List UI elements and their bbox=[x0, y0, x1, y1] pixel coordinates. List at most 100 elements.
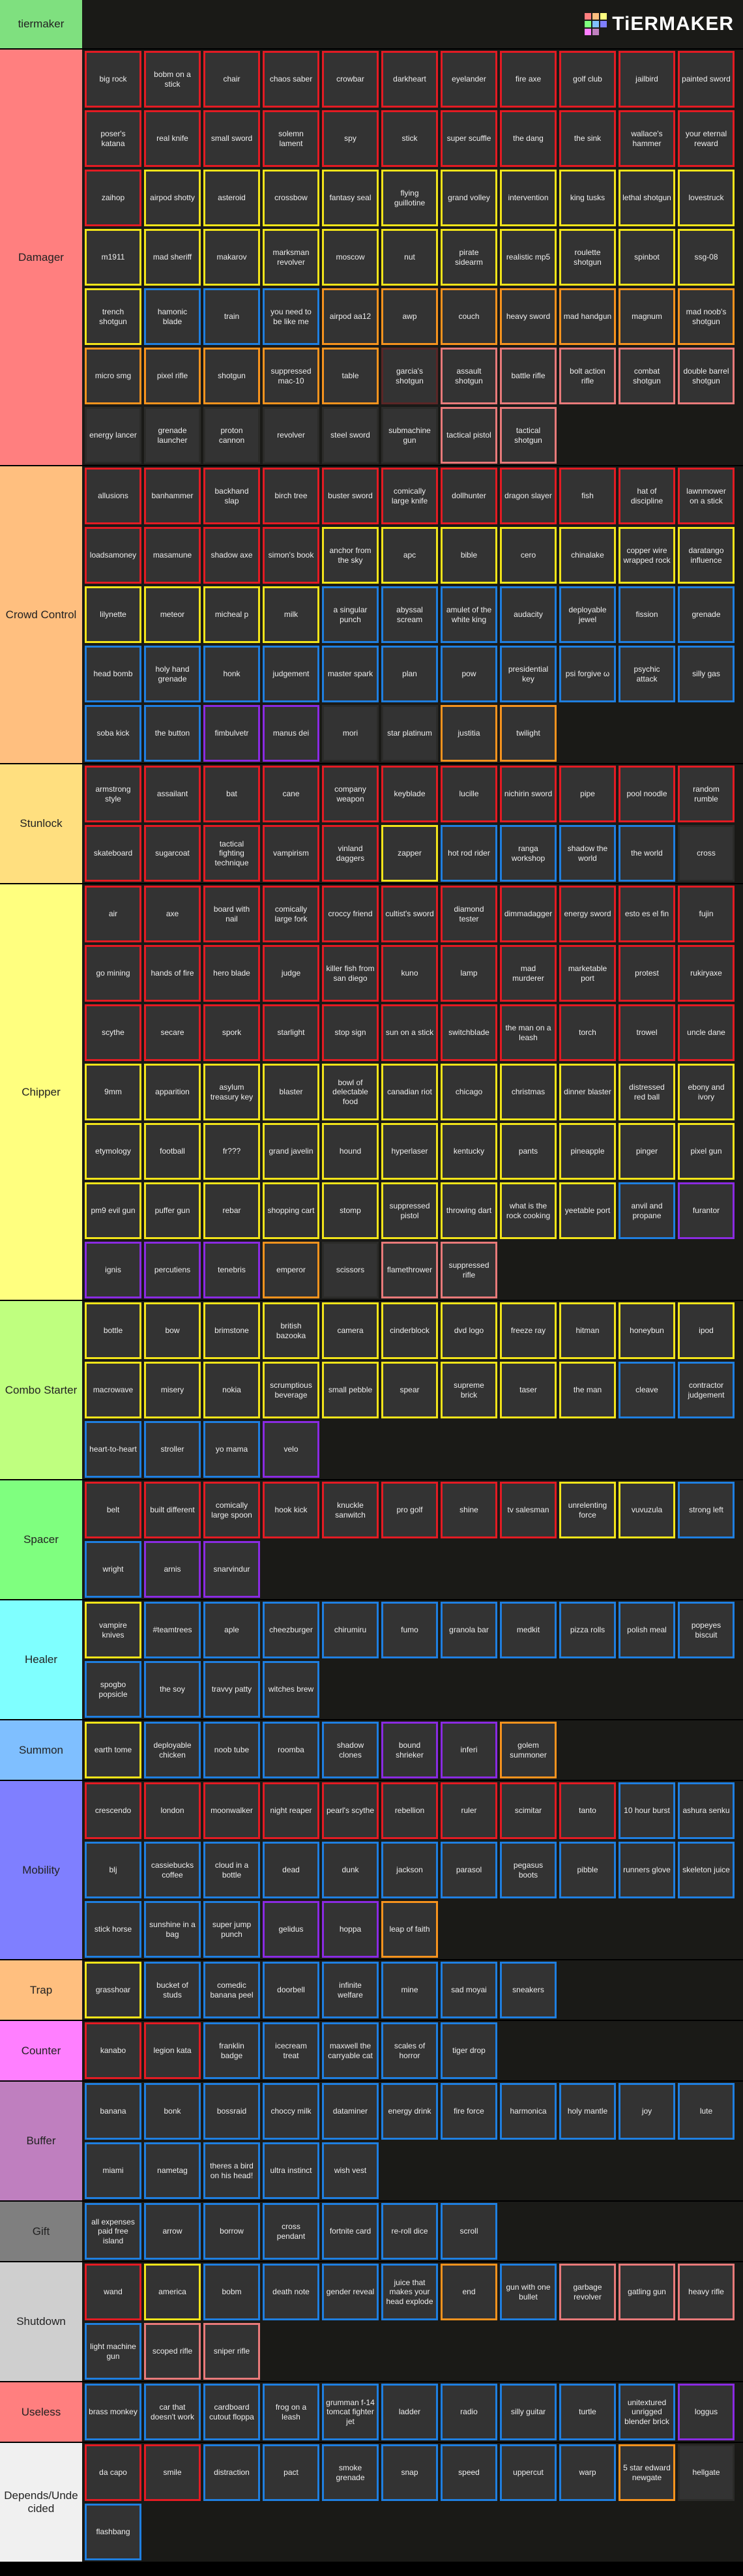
item-tile[interactable]: pm9 evil gun bbox=[85, 1182, 141, 1239]
item-tile[interactable]: 9mm bbox=[85, 1064, 141, 1120]
item-tile[interactable]: a singular punch bbox=[322, 586, 379, 643]
item-tile[interactable]: 5 star edward newgate bbox=[619, 2444, 675, 2501]
item-tile[interactable]: taser bbox=[500, 1362, 557, 1418]
item-tile[interactable]: blj bbox=[85, 1842, 141, 1898]
item-tile[interactable]: bible bbox=[441, 527, 497, 584]
item-tile[interactable]: holy mantle bbox=[559, 2083, 616, 2140]
item-tile[interactable]: magnum bbox=[619, 288, 675, 345]
item-tile[interactable]: pow bbox=[441, 646, 497, 702]
item-tile[interactable]: pegasus boots bbox=[500, 1842, 557, 1898]
item-tile[interactable]: #teamtrees bbox=[144, 1602, 201, 1658]
item-tile[interactable]: diamond tester bbox=[441, 886, 497, 942]
item-tile[interactable]: trowel bbox=[619, 1004, 675, 1061]
item-tile[interactable]: grand javelin bbox=[263, 1123, 319, 1180]
item-tile[interactable]: nichirin sword bbox=[500, 766, 557, 822]
item-tile[interactable]: cultist's sword bbox=[381, 886, 438, 942]
item-tile[interactable]: snap bbox=[381, 2444, 438, 2501]
item-tile[interactable]: bossraid bbox=[203, 2083, 260, 2140]
item-tile[interactable]: uncle dane bbox=[678, 1004, 735, 1061]
item-tile[interactable]: axe bbox=[144, 886, 201, 942]
item-tile[interactable]: tactical pistol bbox=[441, 407, 497, 464]
item-tile[interactable]: cane bbox=[263, 766, 319, 822]
item-tile[interactable]: cross pendant bbox=[263, 2203, 319, 2260]
item-tile[interactable]: dollhunter bbox=[441, 468, 497, 524]
item-tile[interactable]: zapper bbox=[381, 825, 438, 882]
item-tile[interactable]: esto es el fin bbox=[619, 886, 675, 942]
item-tile[interactable]: death note bbox=[263, 2264, 319, 2320]
item-tile[interactable]: ranga workshop bbox=[500, 825, 557, 882]
item-tile[interactable]: fission bbox=[619, 586, 675, 643]
item-tile[interactable]: pants bbox=[500, 1123, 557, 1180]
item-tile[interactable]: mad handgun bbox=[559, 288, 616, 345]
item-tile[interactable]: audacity bbox=[500, 586, 557, 643]
item-tile[interactable]: psychic attack bbox=[619, 646, 675, 702]
item-tile[interactable]: starlight bbox=[263, 1004, 319, 1061]
item-tile[interactable]: darkheart bbox=[381, 51, 438, 108]
item-tile[interactable]: manus dei bbox=[263, 705, 319, 762]
item-tile[interactable]: croccy friend bbox=[322, 886, 379, 942]
item-tile[interactable]: ashura senku bbox=[678, 1782, 735, 1839]
item-tile[interactable]: tactical shotgun bbox=[500, 407, 557, 464]
item-tile[interactable]: company weapon bbox=[322, 766, 379, 822]
item-tile[interactable]: marketable port bbox=[559, 945, 616, 1002]
item-tile[interactable]: pixel rifle bbox=[144, 348, 201, 404]
item-tile[interactable]: supreme brick bbox=[441, 1362, 497, 1418]
item-tile[interactable]: crowbar bbox=[322, 51, 379, 108]
item-tile[interactable]: bound shrieker bbox=[381, 1722, 438, 1778]
item-tile[interactable]: re-roll dice bbox=[381, 2203, 438, 2260]
item-tile[interactable]: dvd logo bbox=[441, 1302, 497, 1359]
item-tile[interactable]: scoped rifle bbox=[144, 2323, 201, 2380]
item-tile[interactable]: justitia bbox=[441, 705, 497, 762]
item-tile[interactable]: shadow the world bbox=[559, 825, 616, 882]
item-tile[interactable]: eyelander bbox=[441, 51, 497, 108]
item-tile[interactable]: doorbell bbox=[263, 1962, 319, 2018]
item-tile[interactable]: you need to be like me bbox=[263, 288, 319, 345]
item-tile[interactable]: asylum treasury key bbox=[203, 1064, 260, 1120]
item-tile[interactable]: yeetable port bbox=[559, 1182, 616, 1239]
item-tile[interactable]: dimmadagger bbox=[500, 886, 557, 942]
item-tile[interactable]: proton cannon bbox=[203, 407, 260, 464]
item-tile[interactable]: vuvuzula bbox=[619, 1482, 675, 1538]
item-tile[interactable]: camera bbox=[322, 1302, 379, 1359]
item-tile[interactable]: kentucky bbox=[441, 1123, 497, 1180]
item-tile[interactable]: real knife bbox=[144, 110, 201, 167]
item-tile[interactable]: abyssal scream bbox=[381, 586, 438, 643]
item-tile[interactable]: pibble bbox=[559, 1842, 616, 1898]
item-tile[interactable]: sad moyai bbox=[441, 1962, 497, 2018]
item-tile[interactable]: your eternal reward bbox=[678, 110, 735, 167]
item-tile[interactable]: chinalake bbox=[559, 527, 616, 584]
item-tile[interactable]: fire axe bbox=[500, 51, 557, 108]
item-tile[interactable]: runners glove bbox=[619, 1842, 675, 1898]
item-tile[interactable]: tiger drop bbox=[441, 2022, 497, 2079]
item-tile[interactable]: wish vest bbox=[322, 2142, 379, 2199]
item-tile[interactable]: roulette shotgun bbox=[559, 229, 616, 286]
item-tile[interactable]: hellgate bbox=[678, 2444, 735, 2501]
item-tile[interactable]: icecream treat bbox=[263, 2022, 319, 2079]
item-tile[interactable]: air bbox=[85, 886, 141, 942]
item-tile[interactable]: nokia bbox=[203, 1362, 260, 1418]
item-tile[interactable]: stroller bbox=[144, 1421, 201, 1478]
item-tile[interactable]: twilight bbox=[500, 705, 557, 762]
item-tile[interactable]: choccy milk bbox=[263, 2083, 319, 2140]
item-tile[interactable]: copper wire wrapped rock bbox=[619, 527, 675, 584]
item-tile[interactable]: scales of horror bbox=[381, 2022, 438, 2079]
item-tile[interactable]: tv salesman bbox=[500, 1482, 557, 1538]
item-tile[interactable]: plan bbox=[381, 646, 438, 702]
item-tile[interactable]: dead bbox=[263, 1842, 319, 1898]
item-tile[interactable]: jackson bbox=[381, 1842, 438, 1898]
item-tile[interactable]: banhammer bbox=[144, 468, 201, 524]
item-tile[interactable]: hands of fire bbox=[144, 945, 201, 1002]
item-tile[interactable]: distraction bbox=[203, 2444, 260, 2501]
item-tile[interactable]: kanabo bbox=[85, 2022, 141, 2079]
item-tile[interactable]: bobm bbox=[203, 2264, 260, 2320]
item-tile[interactable]: garbage revolver bbox=[559, 2264, 616, 2320]
item-tile[interactable]: blaster bbox=[263, 1064, 319, 1120]
item-tile[interactable]: star platinum bbox=[381, 705, 438, 762]
item-tile[interactable]: vampirism bbox=[263, 825, 319, 882]
item-tile[interactable]: pact bbox=[263, 2444, 319, 2501]
item-tile[interactable]: cheezburger bbox=[263, 1602, 319, 1658]
item-tile[interactable]: furantor bbox=[678, 1182, 735, 1239]
item-tile[interactable]: intervention bbox=[500, 170, 557, 226]
item-tile[interactable]: skeleton juice bbox=[678, 1842, 735, 1898]
item-tile[interactable]: honeybun bbox=[619, 1302, 675, 1359]
